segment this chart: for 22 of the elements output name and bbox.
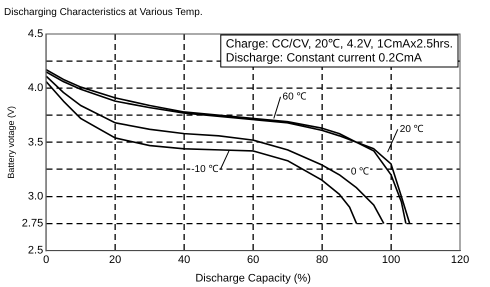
x-tick-label: 100 xyxy=(382,254,400,266)
y-tick-label: 4.5 xyxy=(28,28,44,40)
y-tick-label: 2.75 xyxy=(22,218,44,230)
annotation: Discharge: Constant current 0.2CmA xyxy=(226,50,422,64)
chart-title: Discharging Characteristics at Various Temp. xyxy=(4,6,203,18)
x-tick-label: 80 xyxy=(316,254,328,266)
series-label: -10 ℃ xyxy=(191,164,218,176)
x-tick-label: 60 xyxy=(246,254,260,266)
y-tick-label: 2.5 xyxy=(28,244,44,257)
y-tick-label: 3.5 xyxy=(28,136,44,148)
series-label: 60 ℃ xyxy=(282,92,306,103)
x-tick-label: 40 xyxy=(178,254,190,266)
x-tick-label: 20 xyxy=(109,254,122,266)
series-label: 0 ℃ xyxy=(350,166,370,178)
y-tick-label: 4.0 xyxy=(28,82,44,94)
y-tick-label: 3.0 xyxy=(28,190,44,202)
annotation: Charge: CC/CV, 20℃, 4.2V, 1CmAx2.5hrs. xyxy=(226,36,454,50)
text: 20 ℃ xyxy=(400,124,424,136)
x-tick-label: 120 xyxy=(450,254,470,266)
x-tick-label: 0 xyxy=(43,254,50,266)
x-axis-title: Discharge Capacity (%) xyxy=(195,272,311,284)
y-axis-title: Battery votage (V) xyxy=(6,106,16,179)
